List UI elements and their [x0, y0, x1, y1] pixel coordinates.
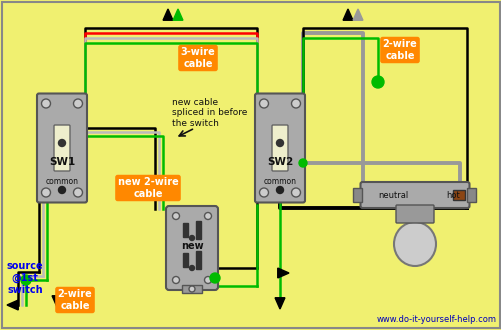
Bar — [195, 251, 200, 269]
Bar — [182, 285, 201, 293]
Text: www.do-it-yourself-help.com: www.do-it-yourself-help.com — [376, 315, 496, 324]
Text: common: common — [263, 177, 296, 185]
Polygon shape — [352, 9, 362, 20]
Text: 2-wire
cable: 2-wire cable — [382, 39, 416, 61]
FancyBboxPatch shape — [272, 125, 288, 171]
Text: 2-wire
cable: 2-wire cable — [58, 289, 92, 311]
Circle shape — [73, 188, 82, 197]
Circle shape — [42, 188, 51, 197]
Bar — [452, 190, 464, 200]
FancyBboxPatch shape — [395, 205, 433, 223]
Polygon shape — [163, 9, 173, 20]
Polygon shape — [62, 289, 72, 300]
Circle shape — [291, 99, 300, 108]
Text: hot: hot — [445, 190, 459, 200]
Circle shape — [291, 188, 300, 197]
Circle shape — [299, 159, 307, 167]
Circle shape — [276, 140, 283, 147]
Circle shape — [172, 213, 179, 219]
Text: 3-wire
cable: 3-wire cable — [180, 47, 215, 69]
Polygon shape — [277, 268, 289, 278]
Circle shape — [259, 99, 268, 108]
FancyBboxPatch shape — [360, 182, 468, 208]
Circle shape — [59, 186, 65, 193]
Circle shape — [73, 99, 82, 108]
FancyBboxPatch shape — [37, 93, 87, 203]
Bar — [183, 223, 188, 237]
Text: common: common — [46, 177, 78, 185]
Ellipse shape — [393, 222, 435, 266]
Bar — [183, 253, 188, 267]
Circle shape — [172, 277, 179, 283]
Text: SW2: SW2 — [267, 157, 293, 167]
FancyBboxPatch shape — [255, 93, 305, 203]
Polygon shape — [342, 9, 352, 20]
Text: new: new — [180, 241, 203, 251]
Circle shape — [188, 286, 194, 292]
Circle shape — [204, 213, 211, 219]
Circle shape — [371, 76, 383, 88]
Circle shape — [189, 266, 194, 271]
Circle shape — [209, 273, 219, 283]
Polygon shape — [52, 296, 62, 307]
Text: source
@1st
switch: source @1st switch — [7, 261, 43, 295]
Text: new 2-wire
cable: new 2-wire cable — [117, 177, 178, 199]
Circle shape — [21, 275, 31, 285]
Circle shape — [59, 140, 65, 147]
Circle shape — [276, 186, 283, 193]
Bar — [353, 188, 362, 202]
Polygon shape — [7, 300, 18, 310]
Text: SW1: SW1 — [49, 157, 75, 167]
Circle shape — [42, 99, 51, 108]
Polygon shape — [173, 9, 182, 20]
Circle shape — [259, 188, 268, 197]
Text: neutral: neutral — [377, 190, 407, 200]
Bar — [195, 221, 200, 239]
Bar — [466, 188, 475, 202]
Text: new cable
spliced in before
the switch: new cable spliced in before the switch — [172, 98, 247, 128]
FancyBboxPatch shape — [166, 206, 217, 290]
FancyBboxPatch shape — [54, 125, 70, 171]
Circle shape — [189, 236, 194, 241]
Circle shape — [204, 277, 211, 283]
Polygon shape — [275, 298, 285, 309]
